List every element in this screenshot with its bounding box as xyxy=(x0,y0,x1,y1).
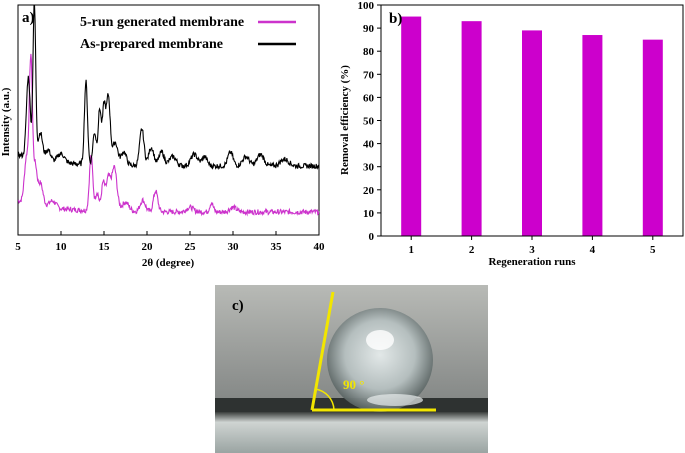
bar-y-tick-label: 80 xyxy=(363,46,375,58)
xrd-x-tick-label: 10 xyxy=(56,241,68,253)
xrd-y-axis-label: Intensity (a.u.) xyxy=(0,87,12,156)
angle-arc xyxy=(314,388,335,411)
membrane-reflection xyxy=(215,412,488,453)
xrd-legend: 5-run generated membrane As-prepared mem… xyxy=(80,15,296,52)
xrd-chart: a) 5-run generated membrane As-prepared … xyxy=(0,4,325,269)
xrd-x-axis-label: 2θ (degree) xyxy=(142,257,195,269)
xrd-x-tick-label: 20 xyxy=(142,241,154,253)
bar-x-tick-label: 1 xyxy=(408,244,414,256)
bar-x-axis: 1 2 3 4 5 xyxy=(408,236,656,256)
bar-y-tick-label: 40 xyxy=(363,139,375,151)
bar-x-tick-label: 2 xyxy=(469,244,475,256)
bar-y-tick-label: 100 xyxy=(358,0,375,12)
xrd-x-tick-label: 25 xyxy=(185,241,197,253)
xrd-series-5-run-generated xyxy=(17,53,320,217)
bar-y-tick-label: 60 xyxy=(363,92,375,104)
xrd-x-axis: 5 10 15 20 25 30 35 40 xyxy=(15,231,325,253)
xrd-x-tick-label: 15 xyxy=(99,241,111,253)
xrd-x-tick-label: 5 xyxy=(15,241,21,253)
xrd-x-tick-label: 35 xyxy=(271,241,283,253)
bar-y-tick-label: 90 xyxy=(363,23,375,35)
water-droplet xyxy=(327,308,433,412)
xrd-legend-label-2: As-prepared membrane xyxy=(80,37,223,52)
bar-run-3 xyxy=(522,30,542,236)
droplet-shadow xyxy=(367,394,423,406)
tangent-line xyxy=(310,291,335,411)
bar-y-tick-label: 0 xyxy=(369,231,375,243)
contact-angle-photo: 90 ° c) xyxy=(215,285,488,453)
bar-x-axis-label: Regeneration runs xyxy=(488,256,576,268)
bar-y-tick-label: 70 xyxy=(363,69,375,81)
xrd-series-as-prepared xyxy=(17,4,320,171)
bar-x-tick-label: 5 xyxy=(650,244,656,256)
bar-series xyxy=(401,16,663,237)
xrd-legend-label-1: 5-run generated membrane xyxy=(80,15,244,30)
bar-y-tick-label: 50 xyxy=(363,116,375,128)
bar-x-tick-label: 4 xyxy=(590,244,596,256)
xrd-x-tick-label: 40 xyxy=(314,241,326,253)
droplet-highlight xyxy=(366,330,394,350)
bar-y-tick-label: 30 xyxy=(363,162,375,174)
bar-run-1 xyxy=(401,16,422,236)
bar-run-5 xyxy=(642,39,663,237)
removal-efficiency-chart: b) 0 10 20 30 40 50 60 70 80 90 100 1 2 3 4 5 Regenera… xyxy=(339,0,684,268)
bar-y-tick-label: 20 xyxy=(363,185,375,197)
bar-run-2 xyxy=(461,21,482,237)
bar-y-tick-label: 10 xyxy=(363,208,375,220)
bar-y-axis-label: Removal efficiency (%) xyxy=(339,65,351,175)
bar-panel-label: b) xyxy=(389,11,402,27)
bar-y-axis: 0 10 20 30 40 50 60 70 80 90 100 xyxy=(358,0,381,243)
xrd-plot-frame xyxy=(17,4,320,236)
bar-x-tick-label: 3 xyxy=(529,244,535,256)
xrd-panel-label: a) xyxy=(22,10,35,26)
contact-angle-value: 90 ° xyxy=(343,377,364,392)
photo-panel-label: c) xyxy=(232,298,244,314)
bar-run-4 xyxy=(582,35,603,236)
xrd-x-tick-label: 30 xyxy=(228,241,240,253)
